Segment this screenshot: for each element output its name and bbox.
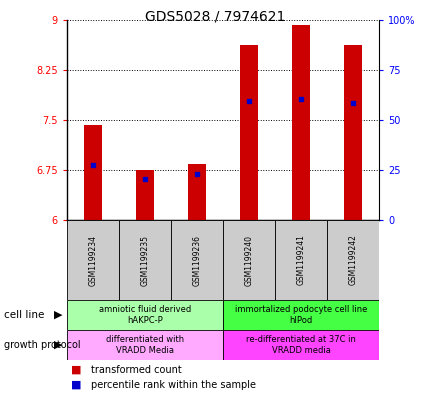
Bar	[274, 220, 326, 300]
Bar	[240, 45, 258, 220]
Text: ■: ■	[71, 380, 81, 390]
Bar	[343, 45, 362, 220]
Bar	[119, 220, 171, 300]
Bar	[223, 330, 378, 360]
Text: GSM1199235: GSM1199235	[140, 235, 149, 285]
Text: ▶: ▶	[54, 310, 62, 320]
Text: ▶: ▶	[54, 340, 62, 350]
Text: GSM1199234: GSM1199234	[88, 235, 97, 285]
Text: GSM1199241: GSM1199241	[296, 235, 305, 285]
Bar	[223, 220, 274, 300]
Bar	[171, 220, 223, 300]
Bar	[67, 220, 119, 300]
Bar	[223, 300, 378, 330]
Text: differentiated with
VRADD Media: differentiated with VRADD Media	[106, 335, 184, 355]
Text: immortalized podocyte cell line
hIPod: immortalized podocyte cell line hIPod	[234, 305, 366, 325]
Bar	[83, 125, 102, 220]
Text: GSM1199236: GSM1199236	[192, 235, 201, 285]
Text: growth protocol: growth protocol	[4, 340, 81, 350]
Bar	[67, 300, 223, 330]
Text: GSM1199242: GSM1199242	[348, 235, 357, 285]
Text: transformed count: transformed count	[90, 365, 181, 375]
Text: amniotic fluid derived
hAKPC-P: amniotic fluid derived hAKPC-P	[98, 305, 190, 325]
Text: ■: ■	[71, 365, 81, 375]
Bar	[187, 164, 206, 220]
Text: GSM1199240: GSM1199240	[244, 235, 253, 285]
Bar	[292, 25, 310, 220]
Bar	[67, 330, 223, 360]
Bar	[135, 170, 154, 220]
Text: re-differentiated at 37C in
VRADD media: re-differentiated at 37C in VRADD media	[246, 335, 355, 355]
Text: cell line: cell line	[4, 310, 45, 320]
Bar	[326, 220, 378, 300]
Text: GDS5028 / 7974621: GDS5028 / 7974621	[145, 10, 285, 24]
Text: percentile rank within the sample: percentile rank within the sample	[90, 380, 255, 390]
